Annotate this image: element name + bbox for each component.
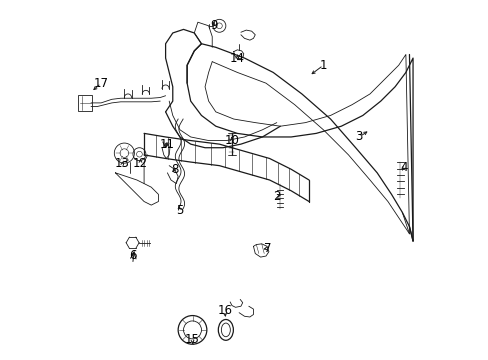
- Text: 12: 12: [133, 157, 148, 170]
- Text: 5: 5: [176, 204, 183, 217]
- Text: 2: 2: [272, 190, 280, 203]
- Text: 7: 7: [264, 242, 271, 255]
- Text: 4: 4: [400, 161, 407, 174]
- Text: 6: 6: [129, 249, 137, 262]
- Text: 15: 15: [184, 333, 200, 346]
- Text: 17: 17: [93, 77, 108, 90]
- Text: 1: 1: [319, 59, 326, 72]
- Text: 10: 10: [224, 134, 239, 147]
- Text: 14: 14: [229, 51, 244, 64]
- Text: 8: 8: [170, 163, 178, 176]
- Text: 9: 9: [210, 19, 217, 32]
- Text: 16: 16: [217, 305, 232, 318]
- Text: 3: 3: [355, 130, 362, 144]
- Text: 13: 13: [115, 157, 130, 170]
- Text: 11: 11: [160, 138, 175, 150]
